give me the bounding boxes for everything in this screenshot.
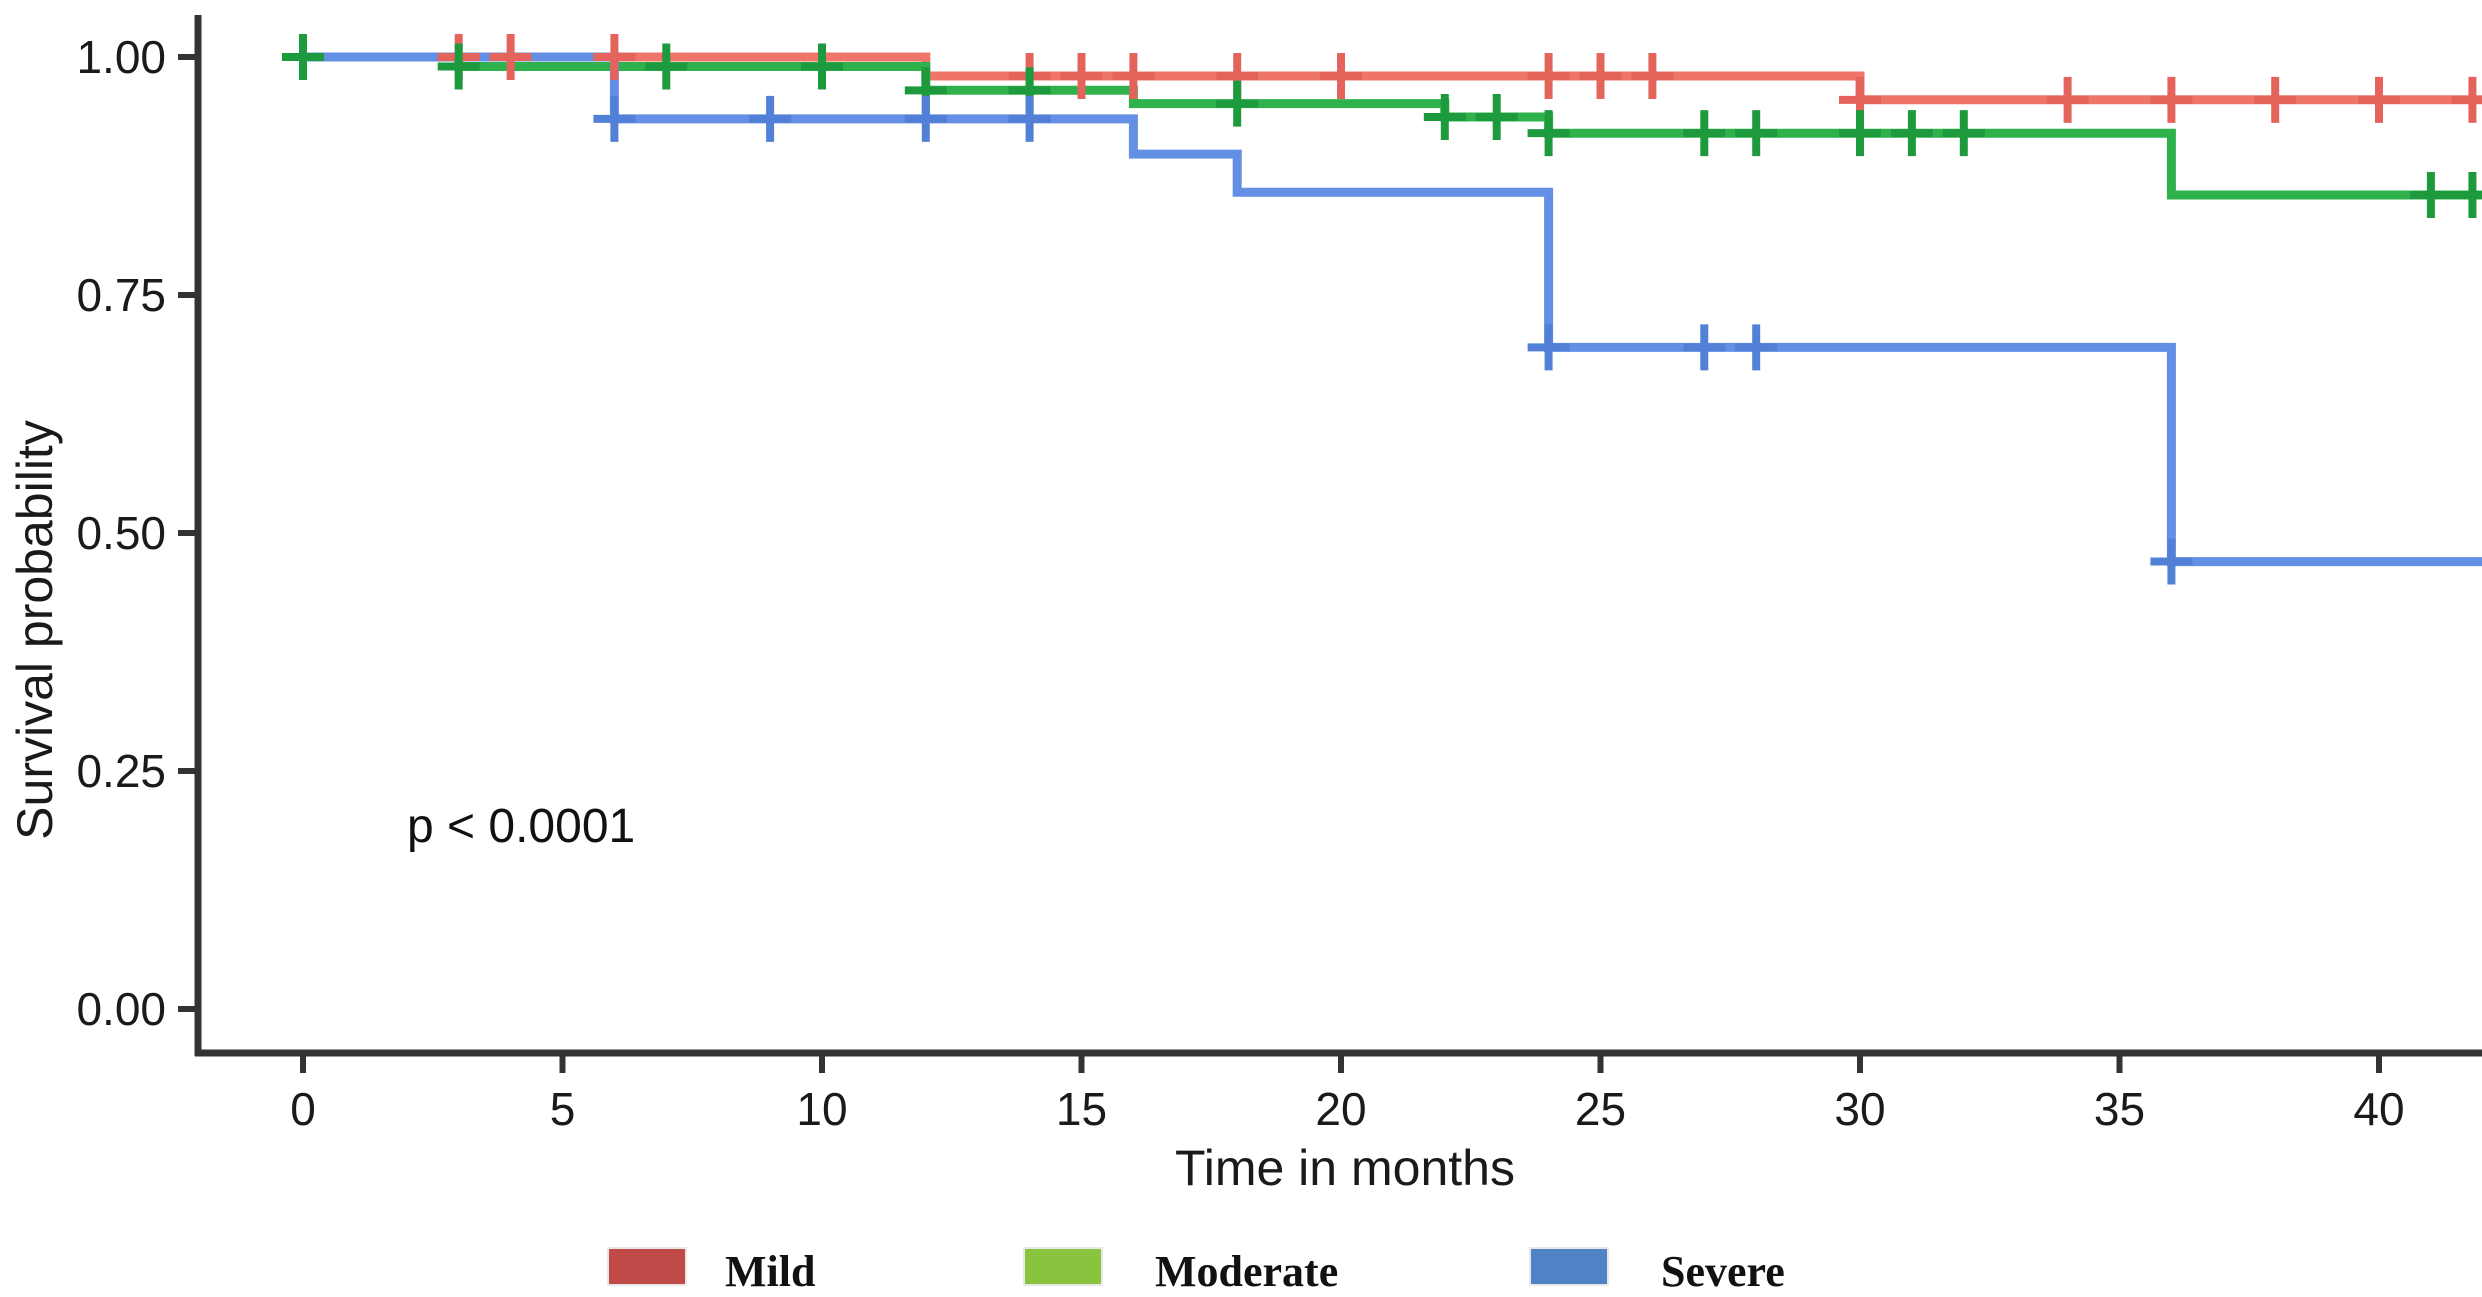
moderate-censor-mark [1839,110,1881,157]
severe-censor-mark [1683,324,1726,371]
y-tick-label: 0.50 [76,507,166,559]
legend-swatch-mild [607,1247,687,1286]
legend-label-severe: Severe [1661,1247,1785,1296]
survival-curves [303,52,2482,567]
y-tick-label: 0.75 [76,269,166,321]
mild-censor-mark [489,34,532,80]
x-tick-label: 5 [550,1083,576,1135]
legend-swatch-moderate [1023,1247,1103,1286]
moderate-censor-mark [437,43,480,90]
moderate-censor-mark [1475,93,1518,140]
y-tick-label: 1.00 [76,31,166,83]
moderate-censor-mark [1527,110,1570,157]
moderate-survival-curve [303,52,2482,200]
legend-item-mild: Mild [607,1247,815,1296]
mild-censor-mark [2150,76,2193,123]
y-tick-label: 0.25 [76,745,166,797]
moderate-censor-mark [1216,80,1259,127]
severe-censor-mark [904,95,947,142]
moderate-censor-mark [801,43,843,90]
moderate-censor-mark [1735,110,1778,157]
axis-tick-labels: 0 5 10 15 20 25 30 35 40 0.00 0.25 0.50 0.75 1.00 [76,31,2404,1135]
severe-censor-mark [1527,324,1570,371]
mild-censor-mark [1112,53,1155,100]
x-tick-label: 20 [1315,1083,1366,1135]
severe-censor-mark [1735,324,1778,371]
x-tick-label: 15 [1056,1083,1107,1135]
censor-marks [282,34,2482,585]
x-tick-label: 30 [1834,1083,1885,1135]
mild-censor-mark [2254,76,2297,123]
severe-censor-mark [593,95,636,142]
x-tick-label: 10 [796,1083,847,1135]
legend-item-moderate: Moderate [1023,1247,1338,1296]
y-axis-title: Survival probability [7,420,63,840]
legend-label-moderate: Moderate [1155,1247,1338,1296]
moderate-censor-mark [1942,110,1985,157]
mild-censor-mark [1579,53,1622,100]
p-value-annotation: p < 0.0001 [407,800,635,853]
mild-censor-mark [1320,53,1362,100]
x-tick-label: 0 [290,1083,316,1135]
moderate-censor-mark [645,43,688,90]
mild-censor-mark [1060,53,1103,100]
x-axis-title: Time in months [1175,1140,1515,1196]
severe-censor-mark [749,95,792,142]
legend: Mild Moderate Severe [607,1247,1785,1296]
moderate-censor-mark [2451,172,2482,219]
moderate-censor-mark [1423,93,1466,140]
mild-censor-mark [2451,76,2482,123]
axis-ticks [178,54,2382,1073]
x-tick-label: 35 [2094,1083,2145,1135]
moderate-censor-mark [2409,172,2452,219]
moderate-censor-mark [1683,110,1726,157]
mild-censor-mark [2358,76,2400,123]
x-tick-label: 25 [1575,1083,1626,1135]
mild-censor-mark [1527,53,1570,100]
mild-censor-mark [2046,76,2089,123]
mild-censor-mark [593,34,636,80]
moderate-censor-mark [282,34,324,80]
mild-censor-mark [1631,53,1674,100]
severe-censor-mark [1008,95,1051,142]
y-tick-label: 0.00 [76,983,166,1035]
axes [194,15,2482,1057]
legend-item-severe: Severe [1529,1247,1785,1296]
severe-censor-mark [2150,538,2193,585]
legend-swatch-severe [1529,1247,1609,1286]
legend-label-mild: Mild [725,1247,815,1296]
moderate-censor-mark [1890,110,1933,157]
x-tick-label: 40 [2353,1083,2404,1135]
